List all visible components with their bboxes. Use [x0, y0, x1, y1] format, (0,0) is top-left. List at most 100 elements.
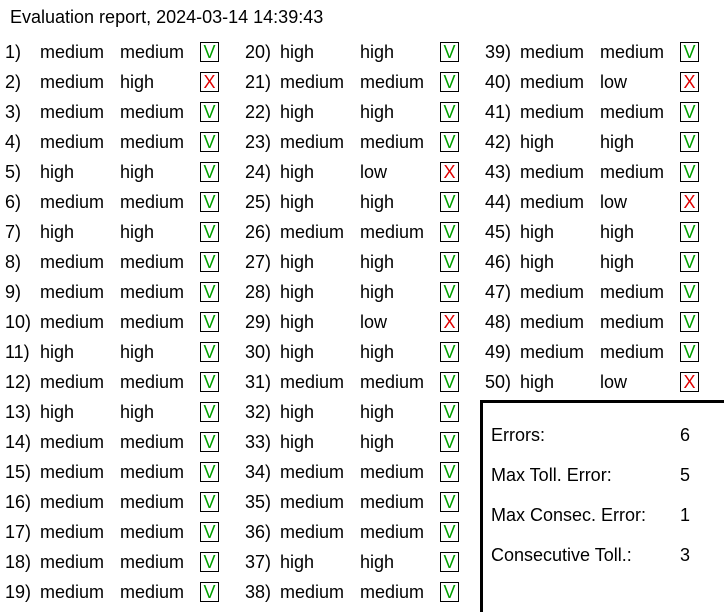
predicted-value: medium	[120, 192, 185, 212]
check-mark-icon: V	[440, 42, 459, 62]
row-number: 34)	[245, 462, 272, 482]
check-mark-icon: V	[200, 402, 219, 422]
expected-value: medium	[520, 42, 585, 62]
check-mark-icon: V	[680, 222, 699, 242]
expected-value: medium	[520, 312, 585, 332]
row-number: 36)	[245, 522, 272, 542]
row-number: 47)	[485, 282, 512, 302]
row-number: 4)	[5, 132, 22, 152]
row-number: 13)	[5, 402, 32, 422]
check-mark-icon: V	[200, 282, 219, 302]
check-mark-icon: V	[440, 372, 459, 392]
expected-value: medium	[280, 522, 345, 542]
predicted-value: high	[360, 342, 395, 362]
predicted-value: low	[600, 72, 628, 92]
expected-value: high	[280, 342, 315, 362]
check-mark-icon: V	[440, 222, 459, 242]
expected-value: high	[280, 192, 315, 212]
check-mark-icon: V	[200, 252, 219, 272]
predicted-value: high	[360, 102, 395, 122]
check-mark-icon: V	[680, 312, 699, 332]
expected-value: medium	[280, 372, 345, 392]
predicted-value: medium	[120, 372, 185, 392]
consecutive-toll-value: 3	[680, 545, 691, 565]
expected-value: medium	[280, 492, 345, 512]
check-mark-icon: V	[200, 312, 219, 332]
expected-value: medium	[40, 252, 105, 272]
check-mark-icon: V	[200, 492, 219, 512]
expected-value: medium	[40, 492, 105, 512]
expected-value: high	[40, 342, 75, 362]
expected-value: medium	[40, 72, 105, 92]
predicted-value: medium	[360, 492, 425, 512]
row-number: 45)	[485, 222, 512, 242]
check-mark-icon: V	[440, 72, 459, 92]
row-number: 35)	[245, 492, 272, 512]
predicted-value: medium	[120, 42, 185, 62]
expected-value: medium	[280, 72, 345, 92]
expected-value: medium	[520, 162, 585, 182]
predicted-value: high	[360, 42, 395, 62]
row-number: 24)	[245, 162, 272, 182]
expected-value: medium	[520, 72, 585, 92]
predicted-value: high	[360, 432, 395, 452]
row-number: 43)	[485, 162, 512, 182]
expected-value: high	[280, 102, 315, 122]
predicted-value: medium	[600, 42, 665, 62]
check-mark-icon: V	[200, 102, 219, 122]
expected-value: high	[520, 252, 555, 272]
check-mark-icon: V	[200, 522, 219, 542]
row-number: 29)	[245, 312, 272, 332]
expected-value: high	[520, 372, 555, 392]
row-number: 31)	[245, 372, 272, 392]
row-number: 11)	[5, 342, 30, 362]
check-mark-icon: V	[680, 102, 699, 122]
expected-value: medium	[40, 582, 105, 602]
row-number: 16)	[5, 492, 32, 512]
predicted-value: high	[120, 162, 155, 182]
expected-value: medium	[280, 222, 345, 242]
expected-value: medium	[40, 132, 105, 152]
max-toll-error-label: Max Toll. Error:	[491, 465, 612, 485]
row-number: 32)	[245, 402, 272, 422]
row-number: 2)	[5, 72, 22, 92]
predicted-value: low	[360, 312, 388, 332]
expected-value: medium	[40, 522, 105, 542]
check-mark-icon: V	[680, 342, 699, 362]
predicted-value: medium	[360, 462, 425, 482]
row-number: 14)	[5, 432, 32, 452]
check-mark-icon: V	[440, 132, 459, 152]
check-mark-icon: V	[440, 522, 459, 542]
predicted-value: medium	[120, 522, 185, 542]
row-number: 40)	[485, 72, 512, 92]
expected-value: high	[280, 252, 315, 272]
expected-value: medium	[280, 582, 345, 602]
expected-value: high	[280, 42, 315, 62]
row-number: 42)	[485, 132, 512, 152]
row-number: 38)	[245, 582, 272, 602]
predicted-value: high	[360, 282, 395, 302]
predicted-value: high	[360, 552, 395, 572]
errors-value: 6	[680, 425, 691, 445]
check-mark-icon: V	[200, 132, 219, 152]
error-mark-icon: X	[440, 312, 459, 332]
expected-value: high	[40, 222, 75, 242]
row-number: 9)	[5, 282, 22, 302]
predicted-value: low	[600, 192, 628, 212]
predicted-value: medium	[360, 372, 425, 392]
expected-value: high	[520, 222, 555, 242]
check-mark-icon: V	[680, 252, 699, 272]
row-number: 6)	[5, 192, 22, 212]
expected-value: high	[40, 402, 75, 422]
check-mark-icon: V	[440, 582, 459, 602]
check-mark-icon: V	[200, 42, 219, 62]
error-mark-icon: X	[680, 192, 699, 212]
row-number: 8)	[5, 252, 22, 272]
row-number: 46)	[485, 252, 512, 272]
expected-value: medium	[40, 282, 105, 302]
check-mark-icon: V	[200, 432, 219, 452]
predicted-value: medium	[120, 132, 185, 152]
expected-value: high	[40, 162, 75, 182]
report-title: Evaluation report, 2024-03-14 14:39:43	[10, 7, 324, 27]
expected-value: medium	[520, 342, 585, 362]
